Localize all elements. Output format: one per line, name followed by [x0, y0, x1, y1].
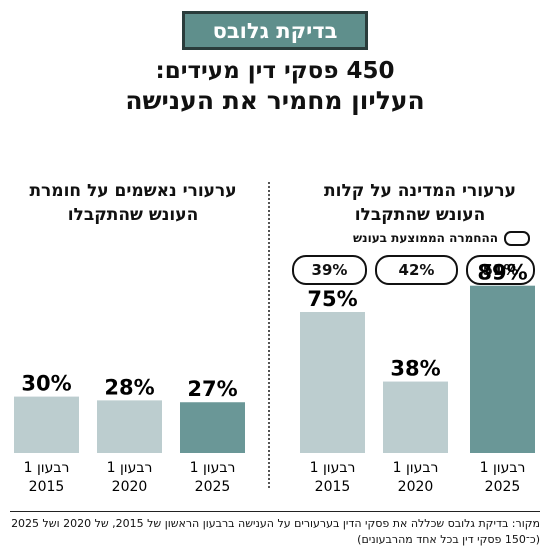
value-label-defendants-2015: 30%	[21, 372, 71, 396]
category-label-state-2025-line2: 2025	[485, 479, 521, 495]
bar-defendants-2025	[180, 402, 245, 453]
category-label-defendants-2015-line2: 2015	[29, 479, 65, 495]
legend: ההחמרה הממוצעת בעונש	[300, 228, 530, 248]
avg-increase-pill-2020: 42%	[375, 255, 458, 285]
source-badge: בדיקת גלובס	[182, 11, 368, 50]
avg-increase-pill-2015: 39%	[292, 255, 367, 285]
category-label-state-2020-line2: 2020	[398, 479, 434, 495]
bar-state-2025	[470, 285, 535, 453]
legend-label: ההחמרה הממוצעת בעונש	[353, 231, 498, 245]
category-label-defendants-2020-line2: 2020	[112, 479, 148, 495]
footer-rule	[10, 511, 540, 512]
source-note: מקור: בדיקת גלובס שכללה את פסקי הדין בער…	[11, 517, 540, 546]
category-label-defendants-2025-line2: 2025	[195, 479, 231, 495]
bar-state-2015	[300, 312, 365, 453]
category-label-state-2015-line2: 2015	[315, 479, 351, 495]
panel-title-state: ערעורי המדינה על קלות העונש שהתקבלו	[324, 181, 516, 225]
panel-title-defendants: ערעורי נאשמים על חומרת העונש שהתקבלו	[29, 181, 237, 225]
category-label-defendants-2020-line1: רבעון 1	[107, 460, 153, 476]
category-label-defendants-2015-line1: רבעון 1	[24, 460, 70, 476]
value-label-state-2015: 75%	[307, 287, 357, 311]
bar-defendants-2015	[14, 396, 79, 453]
value-label-defendants-2020: 28%	[104, 375, 154, 399]
bar-state-2020	[383, 381, 448, 453]
category-label-state-2015-line1: רבעון 1	[310, 460, 356, 476]
value-label-defendants-2025: 27%	[187, 377, 237, 401]
value-label-state-2020: 38%	[390, 357, 440, 381]
category-label-state-2020-line1: רבעון 1	[393, 460, 439, 476]
chart-title-line1: 450 פסקי דין מעידים:	[155, 58, 395, 84]
bar-defendants-2020	[97, 400, 162, 453]
category-label-state-2025-line1: רבעון 1	[480, 460, 526, 476]
avg-increase-pill-2025: 51%	[466, 255, 535, 285]
chart-title-line2: העליון מחמיר את הענישה	[125, 86, 425, 115]
category-label-defendants-2025-line1: רבעון 1	[190, 460, 236, 476]
legend-pill-icon	[504, 230, 530, 246]
panel-divider	[268, 182, 270, 488]
value-label-state-2025: 89%	[477, 261, 527, 285]
